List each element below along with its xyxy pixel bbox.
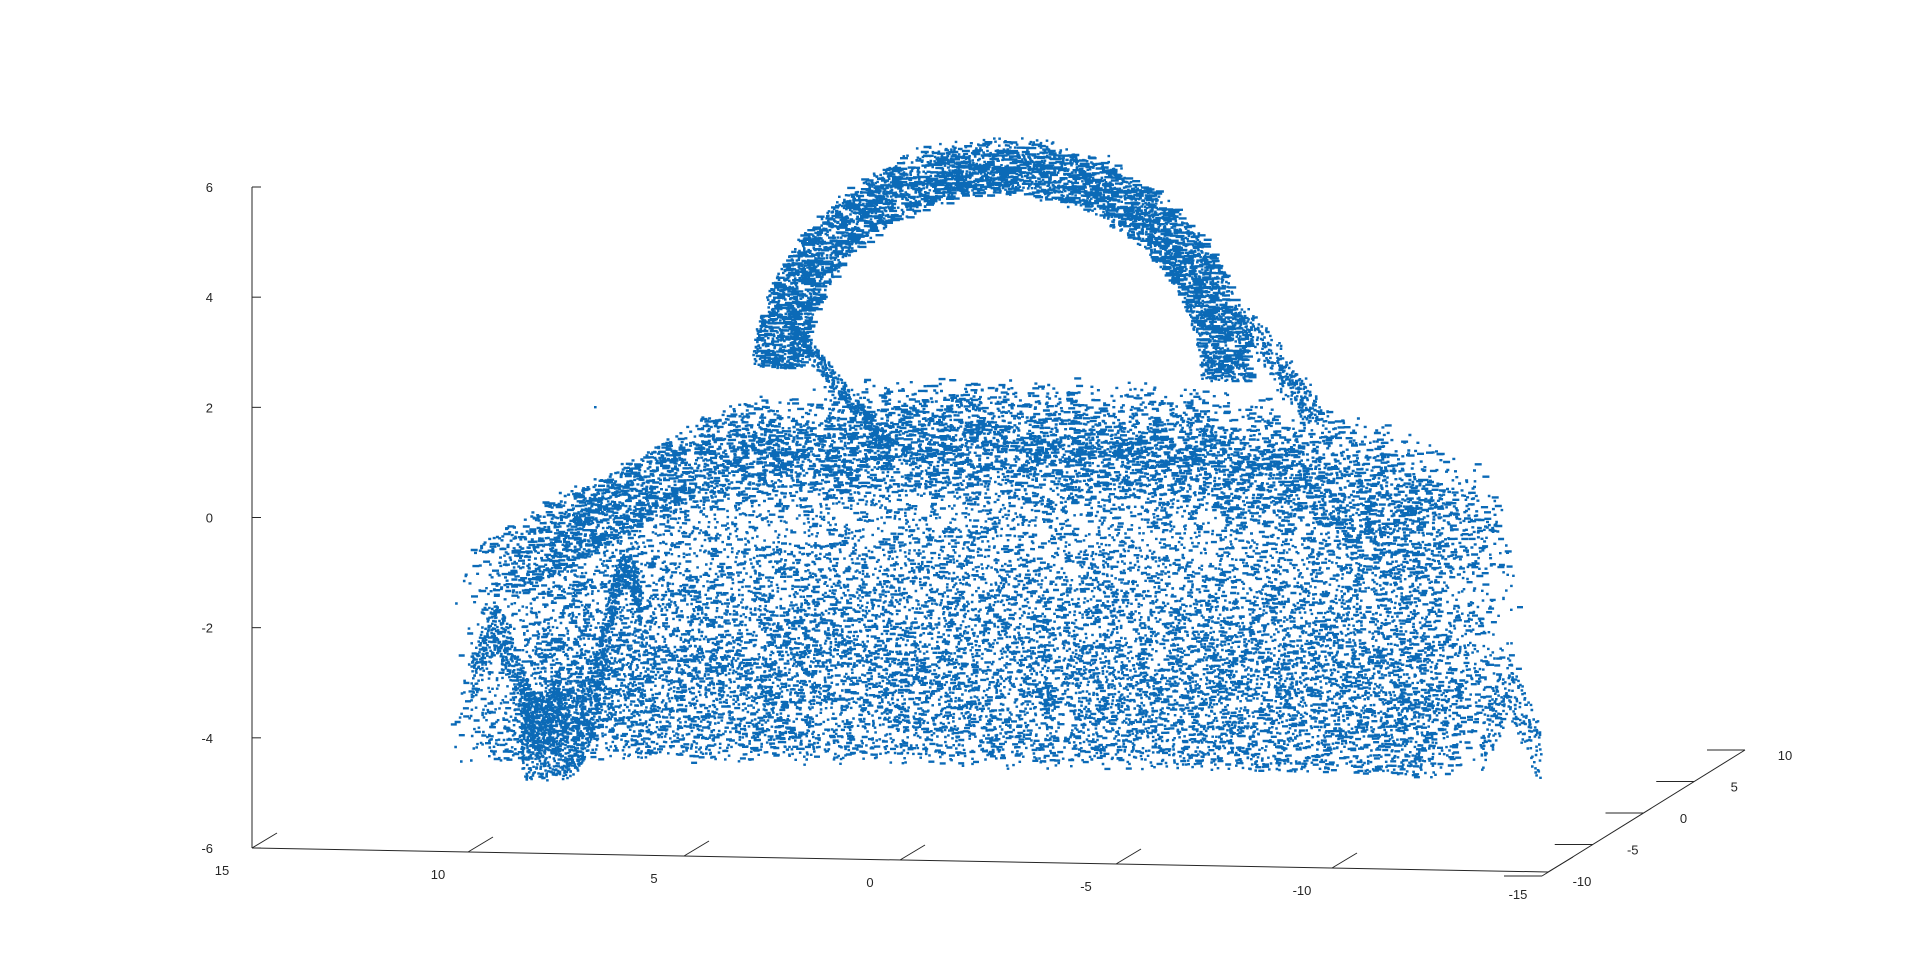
y-tick-label: 5 (1731, 780, 1738, 795)
y-tick-label: 0 (1680, 811, 1687, 826)
y-tick-label: 10 (1778, 748, 1792, 763)
z-tick-label: 0 (206, 511, 213, 526)
z-tick-label: -2 (201, 621, 213, 636)
y-tick-label: -5 (1627, 843, 1639, 858)
x-tick-label: -5 (1080, 879, 1092, 894)
z-tick-label: -6 (201, 841, 213, 856)
x-tick-mark (1331, 852, 1358, 869)
x-tick-mark (251, 832, 278, 849)
x-tick-label: 10 (431, 867, 445, 882)
y-tick-label: -10 (1573, 874, 1592, 889)
x-tick-mark (1115, 848, 1142, 865)
x-tick-mark (683, 840, 710, 857)
x-tick-label: -15 (1509, 887, 1528, 902)
x-tick-label: 15 (215, 863, 229, 878)
point-cloud (450, 137, 1543, 782)
x-tick-label: 0 (866, 875, 873, 890)
x-tick-label: 5 (650, 871, 657, 886)
z-tick-label: 6 (206, 180, 213, 195)
z-tick-label: 2 (206, 400, 213, 415)
tick-labels: 6 4 2 0 -2 -4 -615 10 5 0 -5 -10 -15 -10 -5 0 5 10 (201, 180, 1792, 902)
data-points (450, 137, 1543, 782)
x-tick-mark (899, 844, 926, 861)
x-tick-mark (467, 836, 494, 853)
z-tick-label: -4 (201, 731, 213, 746)
axes (251, 186, 1746, 877)
z-tick-label: 4 (206, 290, 213, 305)
x-tick-label: -10 (1293, 883, 1312, 898)
